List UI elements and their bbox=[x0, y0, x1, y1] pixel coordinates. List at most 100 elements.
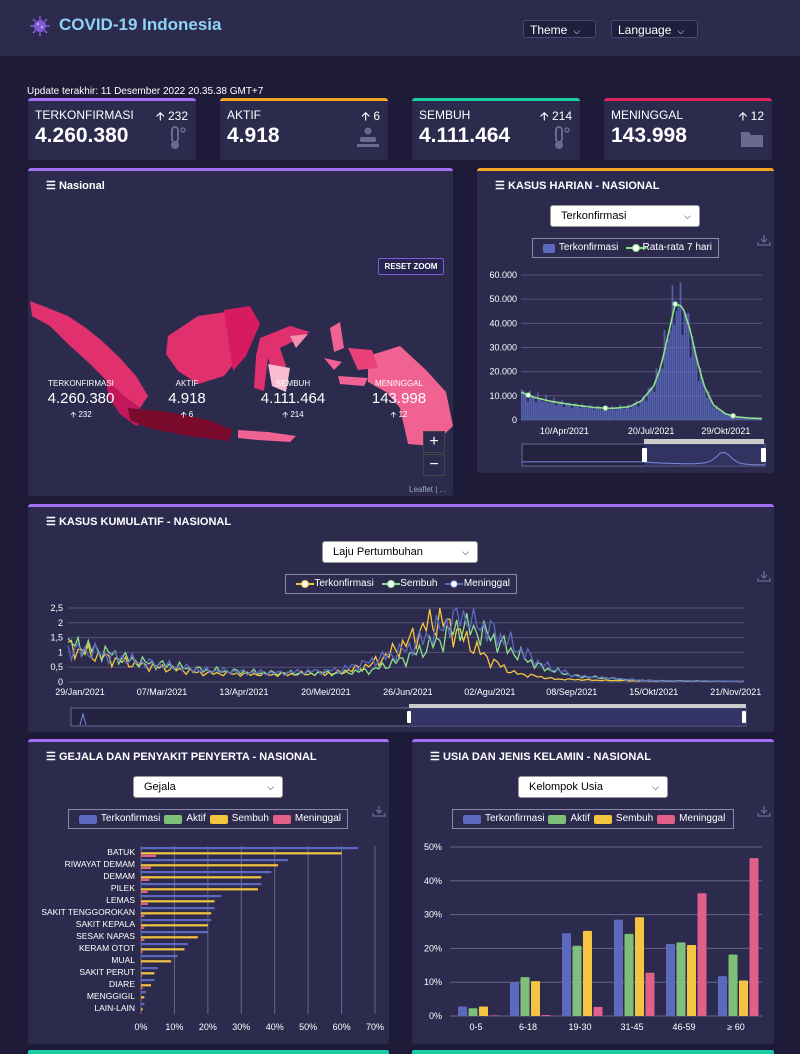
gejala-bar-confirmed bbox=[141, 859, 289, 862]
category-label: MUAL bbox=[111, 955, 135, 965]
legend-label[interactable]: Meninggal bbox=[463, 578, 510, 589]
arrow-up-icon: 🡩 bbox=[180, 410, 187, 419]
stat-delta: 🡩 214 bbox=[540, 107, 572, 128]
legend-label[interactable]: Meninggal bbox=[294, 813, 342, 824]
download-icon[interactable] bbox=[757, 805, 771, 817]
gejala-bar-deaths bbox=[141, 890, 148, 893]
app-title[interactable]: COVID-19 Indonesia bbox=[59, 15, 222, 34]
reset-zoom-button[interactable]: RESET ZOOM bbox=[378, 258, 444, 275]
legend-label[interactable]: Sembuh bbox=[615, 813, 654, 824]
harian-bar bbox=[523, 390, 525, 420]
gejala-legend: Terkonfirmasi Aktif Sembuh Meninggal bbox=[68, 809, 348, 829]
harian-bar bbox=[521, 389, 523, 420]
panel-title-text: KASUS HARIAN - NASIONAL bbox=[507, 180, 660, 192]
harian-bar bbox=[659, 370, 662, 420]
gejala-bar-deaths bbox=[141, 950, 143, 953]
usia-select[interactable]: Kelompok Usia ⌵ bbox=[518, 776, 668, 798]
nasional-stat-delta: 🡩 6 bbox=[142, 409, 232, 423]
legend-label[interactable]: Sembuh bbox=[231, 813, 269, 824]
legend-label[interactable]: Meninggal bbox=[679, 813, 726, 824]
legend-label[interactable]: Terkonfirmasi bbox=[100, 813, 161, 824]
usia-bar-confirmed bbox=[718, 976, 727, 1016]
menu-icon[interactable]: ☰ bbox=[495, 180, 505, 192]
legend-label[interactable]: Sembuh bbox=[400, 578, 438, 589]
stat-label: AKTIF bbox=[227, 108, 262, 122]
harian-select[interactable]: Terkonfirmasi ⌵ bbox=[550, 205, 700, 227]
legend-label[interactable]: Aktif bbox=[570, 813, 590, 824]
gejala-bar-recovered bbox=[141, 984, 152, 987]
download-icon[interactable] bbox=[372, 805, 386, 817]
download-icon[interactable] bbox=[757, 234, 771, 246]
kumulatif-navigator-handle bbox=[407, 711, 411, 723]
harian-average-point bbox=[730, 413, 736, 419]
download-icon[interactable] bbox=[757, 570, 771, 582]
legend-label[interactable]: Terkonfirmasi bbox=[314, 578, 374, 589]
gejala-bar-recovered bbox=[141, 864, 279, 867]
gejala-bar-deaths bbox=[141, 914, 145, 917]
legend-label[interactable]: Aktif bbox=[186, 813, 206, 824]
harian-bar bbox=[567, 402, 569, 420]
usia-chart[interactable]: 0% 10% 20% 30% 40% 50% 0-5 6-18 19-30 31-45 46-59 ≥… bbox=[412, 838, 774, 1038]
harian-bar bbox=[653, 391, 656, 420]
legend-swatch-deaths bbox=[657, 814, 676, 824]
harian-chart[interactable]: 0 10.000 20.000 30.000 40.000 50.000 60.000 10/… bbox=[477, 262, 774, 472]
next-panel-edge bbox=[412, 1050, 774, 1054]
usia-bar-confirmed bbox=[614, 919, 623, 1016]
harian-bar bbox=[669, 330, 672, 420]
menu-icon[interactable]: ☰ bbox=[46, 516, 56, 528]
kumulatif-select[interactable]: Laju Pertumbuhan ⌵ bbox=[322, 541, 478, 563]
harian-bar bbox=[725, 415, 728, 420]
leaflet-attribution[interactable]: Leaflet | ... bbox=[409, 485, 447, 494]
chevron-down-icon: ⌵ bbox=[462, 547, 469, 557]
arrow-up-icon: 🡩 bbox=[738, 109, 748, 123]
y-tick-label: 40% bbox=[424, 876, 442, 886]
x-tick-label: 07/Mar/2021 bbox=[137, 687, 188, 697]
harian-bar bbox=[719, 411, 722, 420]
zoom-out-button[interactable]: − bbox=[423, 454, 445, 476]
y-tick-label: 30.000 bbox=[489, 343, 517, 353]
menu-icon[interactable]: ☰ bbox=[430, 751, 440, 763]
map-region-java bbox=[128, 408, 233, 441]
harian-bar bbox=[611, 406, 614, 420]
arrow-up-icon: 🡩 bbox=[361, 109, 370, 123]
gejala-select[interactable]: Gejala ⌵ bbox=[133, 776, 283, 798]
nasional-stat-delta-value: 214 bbox=[290, 410, 304, 419]
menu-icon[interactable]: ☰ bbox=[46, 180, 56, 192]
map-region-sulawesi-southeast bbox=[268, 364, 290, 392]
harian-bar bbox=[615, 409, 618, 420]
harian-bar bbox=[635, 400, 638, 420]
arrow-up-icon: 🡩 bbox=[156, 109, 165, 123]
legend-label[interactable]: Terkonfirmasi bbox=[558, 242, 619, 253]
y-tick-label: 0 bbox=[58, 677, 63, 687]
menu-icon[interactable]: ☰ bbox=[46, 751, 56, 763]
harian-bar bbox=[617, 408, 620, 420]
harian-bar bbox=[537, 392, 539, 420]
harian-bar bbox=[539, 399, 541, 420]
top-navbar: COVID-19 Indonesia Theme ⌵ Language ⌵ bbox=[0, 0, 800, 56]
usia-bar-deaths bbox=[489, 1015, 499, 1016]
legend-swatch-recovered bbox=[209, 814, 228, 824]
patient-bed-icon bbox=[357, 127, 379, 147]
theme-dropdown[interactable]: Theme ⌵ bbox=[523, 20, 596, 38]
harian-bar bbox=[623, 408, 626, 420]
chevron-down-icon: ⌵ bbox=[684, 211, 691, 221]
gejala-chart[interactable]: 0% 10% 20% 30% 40% 50% 60% 70% BATUK RIWAYAT DEMA… bbox=[28, 838, 389, 1038]
harian-bar bbox=[627, 404, 630, 420]
kumulatif-navigator-handle bbox=[742, 711, 746, 723]
gejala-bar-recovered bbox=[141, 852, 342, 855]
nasional-stat-recovered: SEMBUH 4.111.464 🡩 214 bbox=[248, 379, 338, 423]
y-tick-label: 20.000 bbox=[489, 367, 517, 377]
legend-label[interactable]: Terkonfirmasi bbox=[485, 813, 545, 824]
gejala-bar-recovered bbox=[141, 972, 155, 975]
zoom-in-button[interactable]: + bbox=[423, 431, 445, 453]
usia-bar-recovered bbox=[687, 945, 696, 1016]
harian-bar bbox=[561, 400, 563, 420]
language-dropdown[interactable]: Language ⌵ bbox=[611, 20, 698, 38]
kumulatif-chart[interactable]: 0 0,5 1 1,5 2 2,5 29/Jan/2021 07/Mar/2021 13/Apr… bbox=[28, 598, 774, 730]
indonesia-map[interactable] bbox=[28, 296, 453, 496]
x-tick-label: 10/Apr/2021 bbox=[540, 426, 589, 436]
legend-label[interactable]: Rata-rata 7 hari bbox=[642, 242, 712, 253]
stat-delta-value: 6 bbox=[373, 109, 380, 123]
nasional-stat-label: AKTIF bbox=[175, 379, 199, 388]
harian-bar bbox=[535, 402, 537, 420]
